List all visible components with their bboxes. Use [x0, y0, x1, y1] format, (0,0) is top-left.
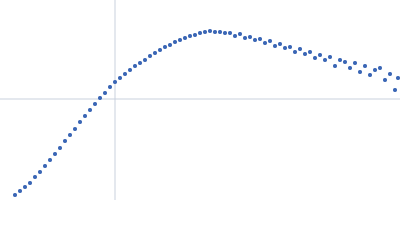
point: [63, 139, 67, 143]
point: [333, 64, 337, 68]
point: [348, 66, 352, 70]
point: [273, 44, 277, 48]
point: [318, 53, 322, 57]
point: [168, 43, 172, 47]
point: [238, 32, 242, 36]
point: [163, 45, 167, 49]
point: [173, 40, 177, 44]
point: [378, 66, 382, 70]
point: [343, 60, 347, 64]
point: [373, 68, 377, 72]
point: [363, 64, 367, 68]
point: [258, 37, 262, 41]
point: [133, 64, 137, 68]
point: [123, 72, 127, 76]
point: [308, 50, 312, 54]
point: [78, 120, 82, 124]
point: [58, 146, 62, 150]
point: [263, 41, 267, 45]
point: [38, 170, 42, 174]
point: [213, 30, 217, 34]
point: [218, 30, 222, 34]
point: [33, 175, 37, 179]
point: [233, 34, 237, 38]
point: [368, 73, 372, 77]
point: [43, 164, 47, 168]
point: [128, 68, 132, 72]
point: [113, 80, 117, 84]
point: [193, 33, 197, 37]
point: [293, 50, 297, 54]
point: [353, 61, 357, 65]
point: [298, 47, 302, 51]
point: [396, 76, 400, 80]
point: [253, 38, 257, 42]
point: [303, 52, 307, 56]
point: [88, 108, 92, 112]
point: [28, 181, 32, 185]
point: [118, 76, 122, 80]
point: [98, 96, 102, 100]
point: [158, 48, 162, 52]
point: [323, 58, 327, 62]
point: [198, 31, 202, 35]
point: [83, 114, 87, 118]
point: [248, 35, 252, 39]
point: [358, 70, 362, 74]
point: [283, 46, 287, 50]
point: [223, 31, 227, 35]
point: [108, 85, 112, 89]
point: [48, 158, 52, 162]
page: (() => { const data = JSON.parse(documen…: [0, 0, 400, 200]
point: [138, 61, 142, 65]
point: [103, 91, 107, 95]
point: [178, 38, 182, 42]
point: [143, 58, 147, 62]
point: [13, 193, 17, 197]
point: [183, 36, 187, 40]
point: [268, 39, 272, 43]
point: [313, 56, 317, 60]
point: [288, 45, 292, 49]
point: [153, 51, 157, 55]
point: [388, 72, 392, 76]
point: [93, 102, 97, 106]
point: [188, 34, 192, 38]
point: [148, 54, 152, 58]
point: [278, 42, 282, 46]
point: [203, 30, 207, 34]
point: [53, 152, 57, 156]
point: [23, 185, 27, 189]
point: [73, 127, 77, 131]
point: [328, 55, 332, 59]
point: [338, 58, 342, 62]
point: [243, 36, 247, 40]
chart: [0, 0, 400, 200]
point: [228, 31, 232, 35]
point: [208, 29, 212, 33]
point: [383, 78, 387, 82]
point: [18, 189, 22, 193]
point: [68, 133, 72, 137]
point: [393, 88, 397, 92]
